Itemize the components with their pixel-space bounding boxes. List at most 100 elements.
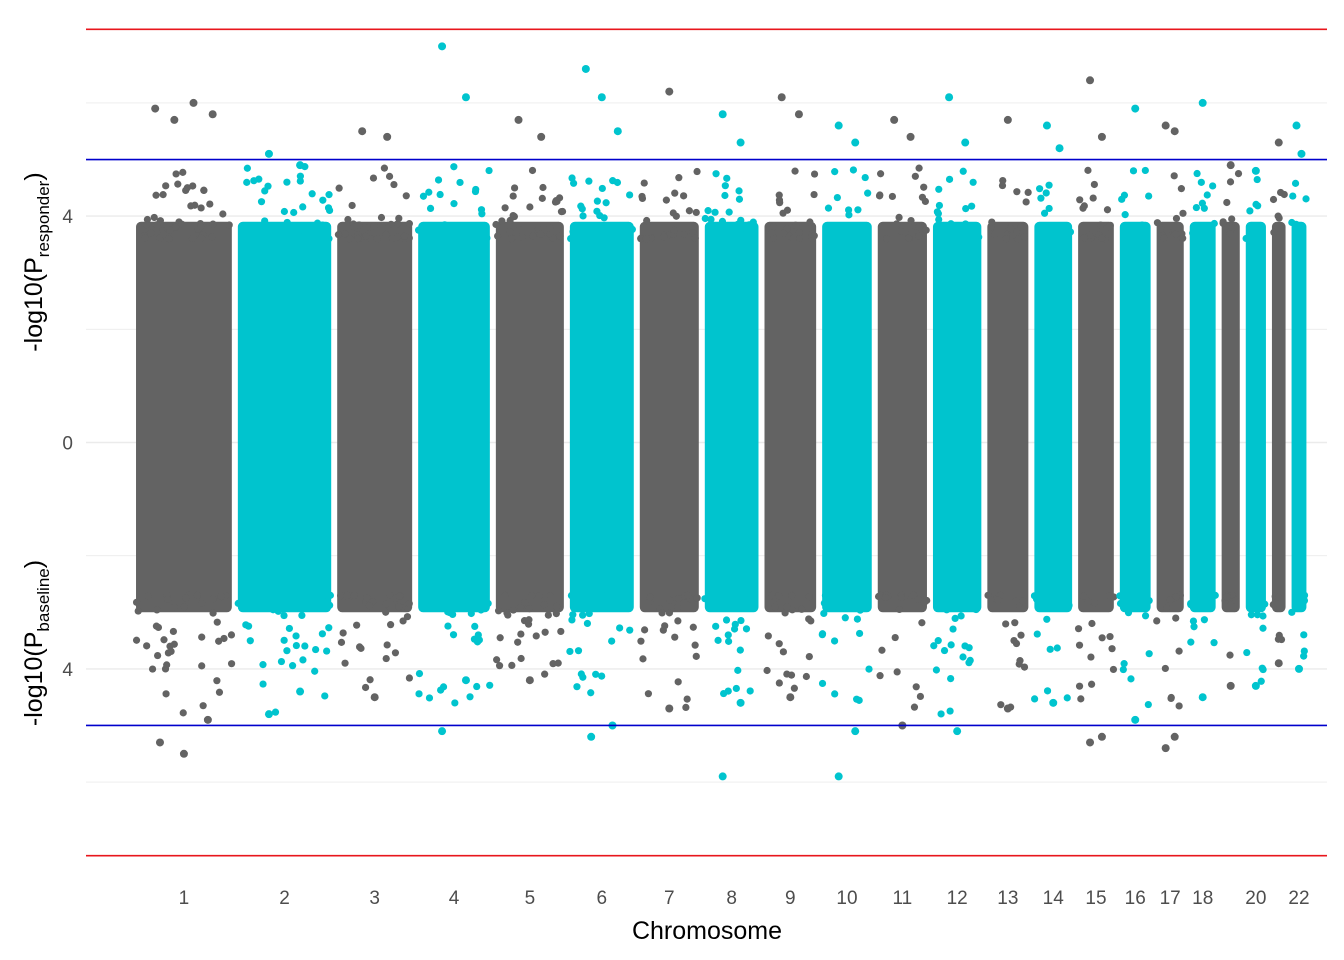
- snp-point: [1063, 694, 1071, 702]
- snp-point: [1098, 634, 1106, 642]
- snp-point: [714, 636, 722, 644]
- snp-point: [1024, 188, 1032, 197]
- snp-point: [1253, 175, 1261, 184]
- snp-point: [215, 637, 223, 645]
- snp-point: [180, 603, 188, 611]
- snp-outlier: [1131, 104, 1140, 113]
- snp-point: [373, 235, 381, 243]
- chromosome-12-points: [930, 93, 983, 736]
- snp-point: [526, 203, 534, 211]
- snp-point: [574, 647, 583, 655]
- snp-point: [1012, 597, 1020, 605]
- snp-point: [1065, 229, 1073, 237]
- snp-point: [428, 227, 436, 236]
- snp-point: [1020, 233, 1028, 241]
- snp-point: [688, 229, 697, 237]
- snp-point: [197, 222, 205, 231]
- snp-point: [602, 199, 610, 207]
- snp-point: [546, 230, 554, 238]
- snp-point: [1126, 235, 1134, 243]
- snp-point: [1084, 597, 1092, 606]
- snp-point: [476, 594, 484, 602]
- snp-point: [200, 186, 208, 195]
- snp-point: [259, 680, 267, 688]
- snp-outlier: [525, 676, 534, 685]
- snp-point: [1011, 619, 1019, 627]
- snp-point: [1179, 209, 1187, 217]
- snp-point: [1087, 680, 1096, 688]
- snp-point: [343, 591, 351, 599]
- snp-point: [557, 627, 565, 636]
- snp-point: [541, 628, 549, 636]
- snp-point: [382, 654, 390, 663]
- snp-point: [1014, 235, 1022, 243]
- snp-outlier: [151, 104, 160, 113]
- snp-point: [243, 164, 251, 172]
- snp-point: [1047, 226, 1055, 235]
- snp-point: [675, 174, 683, 182]
- snp-point: [1242, 234, 1250, 243]
- snp-point: [951, 614, 959, 623]
- snp-point: [920, 183, 928, 191]
- snp-point: [1144, 700, 1152, 709]
- snp-point: [334, 231, 343, 239]
- snp-point: [283, 647, 291, 655]
- snp-point: [477, 206, 486, 214]
- snp-point: [209, 220, 217, 228]
- snp-point: [1295, 597, 1303, 605]
- chromosome-11-band: [877, 221, 927, 613]
- snp-point: [680, 230, 688, 238]
- snp-point: [905, 234, 913, 242]
- snp-point: [152, 191, 160, 199]
- chromosome-7-band: [639, 221, 699, 613]
- snp-outlier: [1161, 744, 1170, 753]
- snp-point: [1036, 185, 1044, 193]
- snp-point: [1161, 664, 1169, 673]
- snp-point: [876, 191, 884, 199]
- snp-point: [864, 189, 872, 197]
- snp-point: [553, 602, 561, 611]
- snp-point: [169, 627, 177, 636]
- snp-point: [577, 235, 585, 243]
- snp-point: [957, 612, 965, 620]
- x-tick-label-chr15: 15: [1085, 888, 1106, 909]
- snp-point: [321, 692, 329, 700]
- snp-point: [369, 174, 378, 182]
- snp-point: [853, 615, 862, 623]
- x-tick-label-chr1: 1: [179, 888, 190, 909]
- snp-point: [141, 234, 149, 242]
- snp-point: [614, 597, 622, 606]
- snp-point: [637, 637, 645, 645]
- snp-point: [859, 233, 868, 242]
- snp-point: [1087, 653, 1095, 661]
- x-tick-label-chr9: 9: [785, 888, 796, 909]
- snp-point: [1228, 224, 1236, 232]
- chromosome-18-points: [1187, 98, 1219, 702]
- snp-point: [179, 709, 187, 717]
- snp-point: [166, 226, 174, 234]
- snp-point: [132, 598, 141, 606]
- snp-point: [518, 233, 527, 241]
- snp-point: [405, 600, 413, 608]
- snp-point: [865, 665, 873, 673]
- snp-point: [725, 637, 733, 645]
- snp-point: [672, 212, 680, 220]
- snp-point: [616, 624, 624, 632]
- snp-point: [691, 234, 699, 242]
- snp-outlier: [794, 110, 803, 119]
- snp-point: [172, 170, 180, 178]
- chromosome-1-band: [136, 221, 232, 613]
- snp-point: [1203, 191, 1211, 199]
- snp-point: [579, 212, 587, 220]
- snp-point: [1065, 601, 1073, 609]
- snp-point: [739, 224, 747, 232]
- snp-point: [839, 596, 847, 604]
- snp-point: [1175, 702, 1183, 710]
- snp-point: [159, 191, 167, 199]
- snp-point: [152, 622, 161, 630]
- snp-point: [735, 195, 744, 203]
- snp-point: [712, 622, 720, 630]
- snp-point: [897, 227, 905, 235]
- snp-point: [514, 638, 522, 646]
- snp-point: [426, 204, 435, 212]
